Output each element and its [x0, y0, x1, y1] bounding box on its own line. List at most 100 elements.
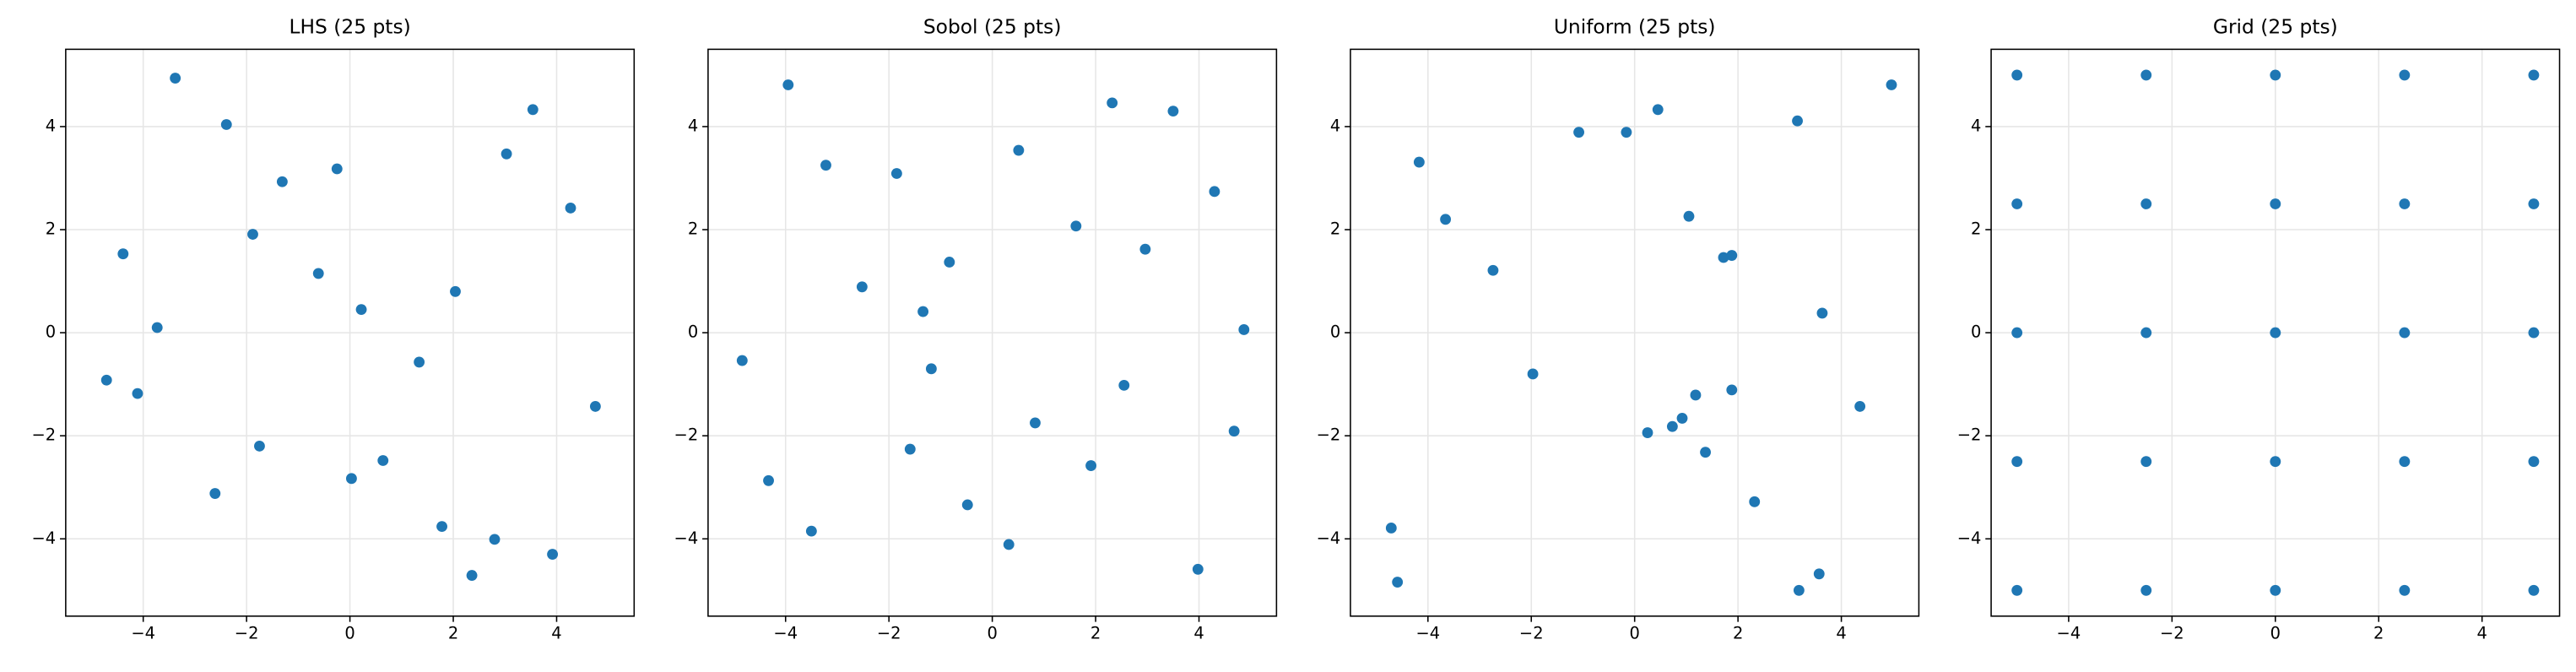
point: [1003, 539, 1015, 550]
chart-title: Uniform (25 pts): [1554, 15, 1716, 39]
point: [1030, 417, 1041, 429]
y-tick-label: −4: [1957, 528, 1982, 548]
point: [565, 202, 576, 214]
x-tick-label: −4: [2057, 624, 2081, 643]
y-tick-label: 0: [1971, 322, 1981, 342]
point: [2140, 584, 2152, 596]
point: [2528, 584, 2540, 596]
point: [450, 285, 461, 297]
point: [1642, 427, 1653, 438]
point: [856, 281, 868, 293]
chart-title: LHS (25 pts): [289, 15, 410, 39]
x-tick-label: 2: [2373, 624, 2384, 643]
point: [1440, 214, 1452, 225]
point: [944, 257, 955, 268]
plot-frame: [1350, 48, 1920, 617]
point: [547, 549, 559, 561]
x-tick-label: −2: [235, 624, 259, 643]
point: [377, 455, 389, 466]
point: [132, 387, 143, 399]
x-tick-label: −4: [773, 624, 798, 643]
y-tick-label: 4: [688, 116, 698, 135]
point: [2528, 327, 2540, 339]
point: [2528, 456, 2540, 468]
point: [1816, 307, 1828, 319]
x-tick-label: 0: [2270, 624, 2281, 643]
point: [2528, 69, 2540, 81]
point: [2011, 456, 2023, 468]
plot-frame: [1990, 48, 2561, 617]
y-tick-label: 0: [688, 322, 698, 342]
point: [2528, 198, 2540, 209]
point: [1573, 127, 1584, 138]
point: [820, 160, 831, 171]
point: [961, 499, 973, 511]
point: [1683, 210, 1695, 222]
point: [100, 374, 112, 386]
point: [1726, 384, 1738, 396]
point: [2011, 69, 2023, 81]
point: [2011, 584, 2023, 596]
x-tick-label: 4: [2477, 624, 2487, 643]
point: [2270, 456, 2281, 468]
point: [1792, 115, 1803, 127]
point: [1726, 250, 1738, 261]
x-tick-label: 0: [987, 624, 997, 643]
point: [2270, 584, 2281, 596]
y-tick-label: −2: [1957, 425, 1982, 445]
x-tick-label: −2: [1519, 624, 1544, 643]
point: [890, 168, 902, 179]
point: [2399, 198, 2411, 209]
point: [414, 356, 425, 368]
point: [2140, 327, 2152, 339]
point: [1700, 447, 1711, 458]
point: [527, 104, 538, 116]
x-tick-label: 2: [1090, 624, 1101, 643]
y-tick-label: −4: [674, 528, 699, 548]
x-tick-label: 4: [1193, 624, 1204, 643]
y-tick-label: 2: [1971, 219, 1981, 239]
point: [1228, 425, 1240, 437]
point: [1718, 252, 1729, 263]
point: [2140, 198, 2152, 209]
point: [1167, 106, 1179, 117]
point: [489, 534, 501, 545]
point: [1793, 584, 1805, 596]
point: [1070, 220, 1082, 232]
point: [170, 73, 181, 84]
y-tick-label: 0: [46, 322, 56, 342]
point: [1652, 104, 1664, 116]
point: [501, 148, 512, 160]
point: [904, 443, 916, 455]
x-tick-label: 0: [1630, 624, 1640, 643]
x-tick-label: −4: [131, 624, 155, 643]
x-tick-label: −2: [877, 624, 901, 643]
x-tick-label: 0: [344, 624, 354, 643]
x-tick-label: 4: [551, 624, 561, 643]
point: [1487, 264, 1499, 276]
point: [151, 322, 163, 333]
point: [1118, 379, 1130, 391]
point: [346, 473, 357, 485]
plot-frame: [65, 48, 636, 617]
point: [1013, 144, 1025, 156]
point: [782, 79, 794, 90]
y-tick-label: −2: [31, 425, 56, 445]
point: [1107, 97, 1118, 109]
point: [2399, 327, 2411, 339]
x-tick-label: 2: [448, 624, 458, 643]
point: [2399, 456, 2411, 468]
point: [209, 488, 221, 499]
point: [1690, 389, 1702, 401]
point: [436, 521, 447, 533]
point: [117, 248, 129, 260]
point: [1854, 400, 1866, 412]
point: [2011, 327, 2023, 339]
point: [805, 525, 817, 537]
point: [355, 304, 367, 316]
chart-title: Grid (25 pts): [2213, 15, 2338, 39]
y-tick-label: −4: [1317, 528, 1341, 548]
y-tick-label: 4: [1330, 116, 1340, 135]
point: [2399, 69, 2411, 81]
